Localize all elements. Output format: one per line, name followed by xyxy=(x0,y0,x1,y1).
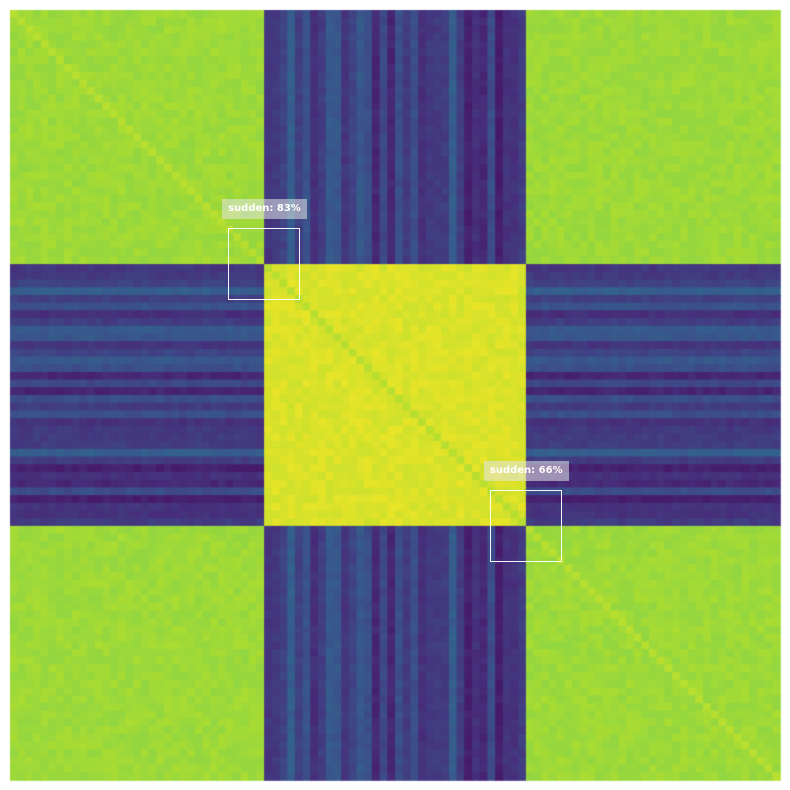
detection-label: sudden: 83% xyxy=(222,199,307,220)
detection-label: sudden: 66% xyxy=(483,460,569,481)
detection-box xyxy=(228,228,301,301)
detection-box xyxy=(489,489,562,562)
